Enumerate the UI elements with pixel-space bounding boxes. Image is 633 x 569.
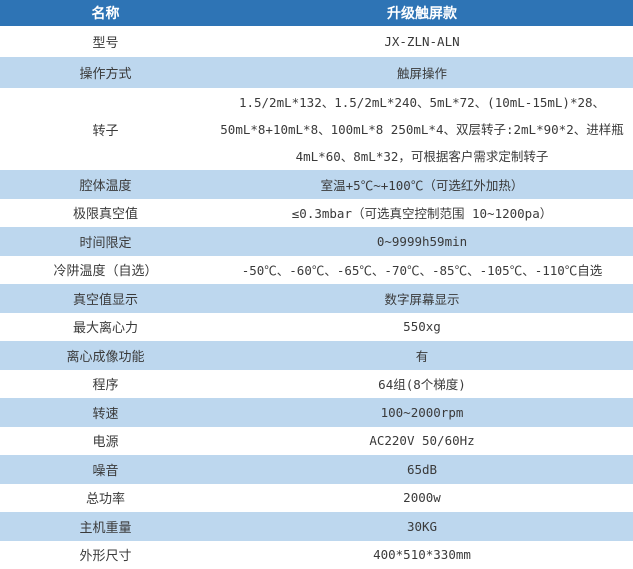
spec-value: 0~9999h59min xyxy=(376,233,468,249)
spec-label: 极限真空值 xyxy=(72,206,138,222)
table-row: 型号 JX-ZLN-ALN xyxy=(0,26,633,57)
spec-label: 冷阱温度（自选） xyxy=(53,263,158,279)
table-row: 外形尺寸 400*510*330mm xyxy=(0,540,633,569)
spec-label: 型号 xyxy=(92,35,119,50)
spec-value: 有 xyxy=(415,348,429,364)
table-row: 程序 64组(8个梯度) xyxy=(0,369,633,398)
spec-value: -50℃、-60℃、-65℃、-70℃、-85℃、-105℃、-110℃自选 xyxy=(241,263,603,279)
spec-value: JX-ZLN-ALN xyxy=(384,34,460,49)
spec-value: 550xg xyxy=(403,319,441,335)
spec-label: 主机重量 xyxy=(79,519,132,535)
table-row: 转速 100~2000rpm xyxy=(0,398,633,427)
spec-value: 数字屏幕显示 xyxy=(384,291,460,307)
spec-value: ≤0.3mbar（可选真空控制范围 10~1200pa） xyxy=(291,206,553,222)
table-row: 时间限定 0~9999h59min xyxy=(0,227,633,256)
spec-value: 400*510*330mm xyxy=(373,547,471,563)
spec-label: 转子 xyxy=(92,122,119,138)
table-row: 腔体温度 室温+5℃~+100℃（可选红外加热） xyxy=(0,170,633,199)
spec-value: 触屏操作 xyxy=(396,66,447,81)
spec-label: 时间限定 xyxy=(79,234,132,250)
spec-value: 65dB xyxy=(406,461,438,477)
spec-value: 1.5/2mL*132、1.5/2mL*240、5mL*72、(10mL-15m… xyxy=(220,94,624,164)
table-row: 电源 AC220V 50/60Hz xyxy=(0,426,633,455)
spec-label: 腔体温度 xyxy=(79,177,132,193)
spec-label: 电源 xyxy=(92,434,119,450)
spec-value: 室温+5℃~+100℃（可选红外加热） xyxy=(320,177,524,193)
table-header-row: 名称 升级触屏款 xyxy=(0,0,633,26)
spec-value: 30KG xyxy=(406,518,438,534)
table-row: 总功率 2000w xyxy=(0,483,633,512)
spec-label: 噪音 xyxy=(92,462,119,478)
spec-label: 转速 xyxy=(92,405,119,421)
spec-label: 最大离心力 xyxy=(72,320,138,336)
table-row: 操作方式 触屏操作 xyxy=(0,57,633,88)
table-row: 真空值显示 数字屏幕显示 xyxy=(0,284,633,313)
table-row: 极限真空值 ≤0.3mbar（可选真空控制范围 10~1200pa） xyxy=(0,198,633,227)
spec-value: 100~2000rpm xyxy=(380,404,464,420)
table-row: 噪音 65dB xyxy=(0,455,633,484)
spec-value: AC220V 50/60Hz xyxy=(369,433,475,449)
spec-label: 总功率 xyxy=(85,491,125,507)
header-cell-model: 升级触屏款 xyxy=(387,5,457,21)
table-row: 最大离心力 550xg xyxy=(0,312,633,341)
table-row: 冷阱温度（自选） -50℃、-60℃、-65℃、-70℃、-85℃、-105℃、-… xyxy=(0,255,633,284)
spec-label: 真空值显示 xyxy=(72,291,138,307)
table-row: 离心成像功能 有 xyxy=(0,341,633,370)
table-row: 转子 1.5/2mL*132、1.5/2mL*240、5mL*72、(10mL-1… xyxy=(0,88,633,170)
spec-value: 2000w xyxy=(403,490,441,506)
spec-value: 64组(8个梯度) xyxy=(378,377,466,393)
spec-label: 操作方式 xyxy=(79,66,132,81)
spec-label: 离心成像功能 xyxy=(66,348,145,364)
spec-label: 外形尺寸 xyxy=(79,548,132,564)
spec-label: 程序 xyxy=(92,377,119,393)
header-cell-name: 名称 xyxy=(91,5,120,21)
table-row: 主机重量 30KG xyxy=(0,512,633,541)
